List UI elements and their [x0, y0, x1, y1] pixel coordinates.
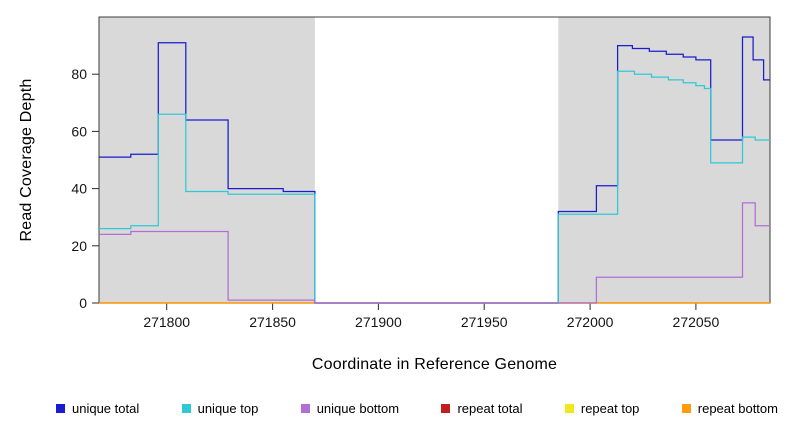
repeat-total-swatch-icon	[441, 404, 451, 413]
legend-item-repeat-top: repeat top	[564, 401, 640, 416]
legend-item-unique-top: unique top	[181, 401, 259, 416]
y-tick-label: 80	[71, 66, 87, 82]
legend-label: unique top	[197, 401, 259, 416]
repeat-bottom-swatch-icon	[681, 404, 691, 413]
legend-label: repeat bottom	[697, 401, 778, 416]
x-tick-label: 271950	[461, 314, 508, 330]
x-tick-label: 272050	[673, 314, 720, 330]
y-axis-label: Read Coverage Depth	[18, 78, 35, 242]
legend-label: unique bottom	[316, 401, 400, 416]
legend-item-repeat-bottom: repeat bottom	[681, 401, 778, 416]
series-line-unique-total	[99, 36, 770, 304]
legend-label: unique total	[72, 401, 140, 416]
x-tick-label: 271800	[143, 314, 190, 330]
legend-item-unique-bottom: unique bottom	[300, 401, 400, 416]
y-tick-label: 40	[71, 181, 87, 197]
x-tick-label: 271900	[355, 314, 402, 330]
x-tick-label: 272000	[567, 314, 614, 330]
y-tick-label: 0	[79, 295, 87, 311]
shaded-region	[558, 17, 770, 303]
unique-total-swatch-icon	[56, 404, 65, 413]
repeat-top-swatch-icon	[564, 404, 574, 413]
series-line-unique-bottom	[99, 202, 770, 304]
series-line-unique-top	[99, 70, 770, 304]
legend: unique total unique top unique bottom re…	[0, 401, 792, 416]
unique-top-swatch-icon	[181, 404, 191, 413]
y-tick-label: 20	[71, 238, 87, 254]
legend-item-unique-total: unique total	[56, 401, 139, 416]
legend-label: repeat top	[580, 401, 640, 416]
legend-label: repeat total	[457, 401, 523, 416]
unique-bottom-swatch-icon	[300, 404, 310, 413]
legend-item-repeat-total: repeat total	[441, 401, 523, 416]
shaded-region	[99, 17, 315, 303]
x-axis-label: Coordinate in Reference Genome	[311, 356, 558, 373]
x-tick-label: 271850	[249, 314, 296, 330]
y-tick-label: 60	[71, 123, 87, 139]
